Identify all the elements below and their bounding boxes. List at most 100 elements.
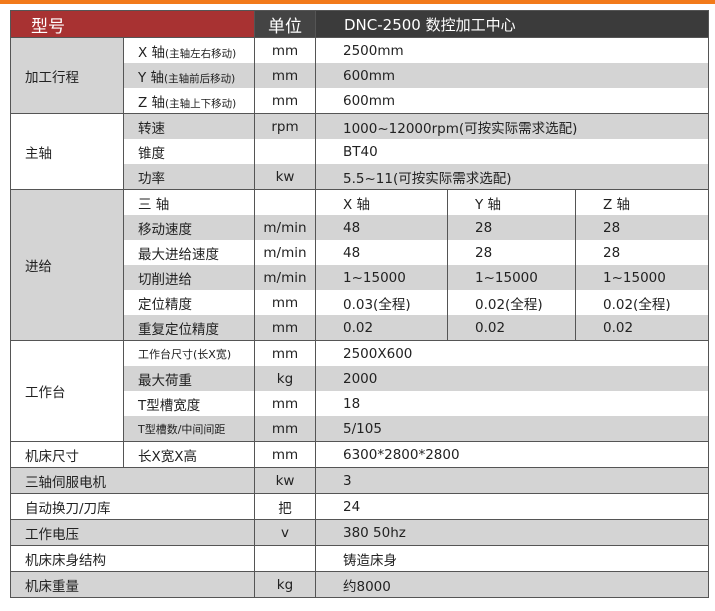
value-cell: 5/105 (314, 416, 710, 442)
param-name: 重复定位精度 (138, 321, 219, 338)
param-name: Y 轴 (138, 69, 165, 86)
value-cell: 600mm (314, 88, 710, 114)
table-row: 锥度 BT40 (11, 139, 710, 164)
table-row: 加工行程 X 轴(主轴左右移动) mm 2500mm (10, 37, 710, 114)
unit-cell: mm (254, 315, 316, 341)
table-row: Y 轴(主轴前后移动) mm 600mm (11, 63, 710, 88)
param-label: 工作台尺寸(长X宽) (123, 340, 255, 366)
param-label: 切削进给 (123, 265, 255, 290)
param-label: 移动速度 (123, 215, 255, 240)
value-cell: 6300*2800*2800 (314, 441, 710, 468)
table-row: 机床重量 kg 约8000 (10, 571, 710, 598)
param-name: 切削进给 (138, 271, 192, 288)
table-row: Z 轴(主轴上下移动) mm 600mm (11, 88, 710, 114)
unit-cell (254, 189, 316, 215)
param-note: (主轴前后移动) (164, 72, 236, 85)
param-name: 转速 (138, 120, 165, 137)
value-cell: 1000~12000rpm(可按实际需求选配) (314, 113, 710, 139)
group-label: 主轴 (10, 113, 124, 190)
param-name: 工作台尺寸(长X宽) (138, 347, 232, 361)
value-cell: 28 (574, 240, 710, 265)
value-cell: 24 (314, 493, 710, 520)
param-label: Z 轴(主轴上下移动) (123, 88, 255, 114)
unit-cell: mm (254, 340, 316, 366)
table-row: 切削进给 m/min 1~15000 1~15000 1~15000 (11, 265, 710, 290)
table-row: T型槽数/中间间距 mm 5/105 (11, 416, 710, 442)
param-label: Y 轴(主轴前后移动) (123, 63, 255, 88)
param-label: 三 轴 (123, 189, 255, 215)
table-row: 重复定位精度 mm 0.02 0.02 0.02 (11, 315, 710, 341)
param-label: 重复定位精度 (123, 315, 255, 341)
value-cell: 600mm (314, 63, 710, 88)
unit-cell: 把 (254, 493, 316, 520)
value-cell: Y 轴 (447, 189, 576, 215)
param-name: 长X宽X高 (138, 448, 197, 465)
value-cell: 2500mm (314, 37, 710, 63)
value-cell: 5.5~11(可按实际需求选配) (314, 164, 710, 190)
unit-cell: kw (254, 467, 316, 494)
model-label: 型号 (10, 10, 255, 38)
value-cell: BT40 (314, 139, 710, 164)
value-cell: 28 (447, 240, 576, 265)
unit-cell: mm (254, 441, 316, 468)
value-cell: 0.02(全程) (447, 290, 576, 315)
unit-cell: kg (254, 571, 316, 598)
unit-cell: m/min (254, 215, 316, 240)
param-note: (主轴左右移动) (165, 47, 237, 60)
table-row: 机床尺寸 长X宽X高 mm 6300*2800*2800 (10, 441, 710, 468)
value-cell: 48 (315, 215, 448, 240)
param-name: 移动速度 (138, 221, 192, 238)
unit-cell: kg (254, 366, 316, 391)
param-name: 最大荷重 (138, 372, 192, 389)
param-label: 长X宽X高 (123, 441, 255, 468)
param-name: 定位精度 (138, 296, 192, 313)
unit-cell: kw (254, 164, 316, 190)
value-cell: 2500X600 (314, 340, 710, 366)
param-label: T型槽数/中间间距 (123, 416, 255, 442)
unit-cell (254, 545, 316, 572)
value-cell: 18 (314, 391, 710, 416)
value-cell: 3 (314, 467, 710, 494)
table-row: 工作台 工作台尺寸(长X宽) mm 2500X600 (10, 340, 710, 442)
value-cell: 铸造床身 (314, 545, 710, 572)
param-label: T型槽宽度 (123, 391, 255, 416)
table-row: 最大荷重 kg 2000 (11, 366, 710, 391)
param-name: Z 轴 (138, 94, 166, 111)
value-cell: 1~15000 (447, 265, 576, 290)
param-name: 功率 (138, 170, 165, 187)
unit-cell (254, 139, 316, 164)
unit-cell: mm (254, 416, 316, 442)
param-label: 机床重量 (10, 571, 255, 598)
param-name: T型槽宽度 (138, 397, 201, 414)
param-label: 最大荷重 (123, 366, 255, 391)
table-row: 工作电压 v 380 50hz (10, 519, 710, 546)
table-row: 移动速度 m/min 48 28 28 (11, 215, 710, 240)
value-cell: 0.02 (447, 315, 576, 341)
value-cell: 28 (574, 215, 710, 240)
group-label: 工作台 (10, 340, 124, 442)
value-cell: 约8000 (314, 571, 710, 598)
param-label: 定位精度 (123, 290, 255, 315)
value-cell: 1~15000 (315, 265, 448, 290)
value-cell: 1~15000 (574, 265, 710, 290)
unit-header: 单位 (254, 10, 316, 38)
header-row: 型号 单位 DNC-2500 数控加工中心 (10, 10, 710, 38)
value-cell: 0.02 (574, 315, 710, 341)
value-cell: Z 轴 (574, 189, 710, 215)
value-cell: 0.02(全程) (574, 290, 710, 315)
model-value: DNC-2500 数控加工中心 (314, 10, 710, 38)
param-name: X 轴 (138, 44, 166, 61)
param-name: 三 轴 (138, 196, 170, 213)
param-label: 锥度 (123, 139, 255, 164)
param-name: 锥度 (138, 145, 165, 162)
table-row: 机床床身结构 铸造床身 (10, 545, 710, 572)
unit-cell: rpm (254, 113, 316, 139)
param-name: 最大进给速度 (138, 246, 219, 263)
value-cell: 0.03(全程) (315, 290, 448, 315)
value-cell: 380 50hz (314, 519, 710, 546)
table-row: 功率 kw 5.5~11(可按实际需求选配) (11, 164, 710, 190)
param-label: 最大进给速度 (123, 240, 255, 265)
value-cell: 2000 (314, 366, 710, 391)
unit-cell: mm (254, 290, 316, 315)
